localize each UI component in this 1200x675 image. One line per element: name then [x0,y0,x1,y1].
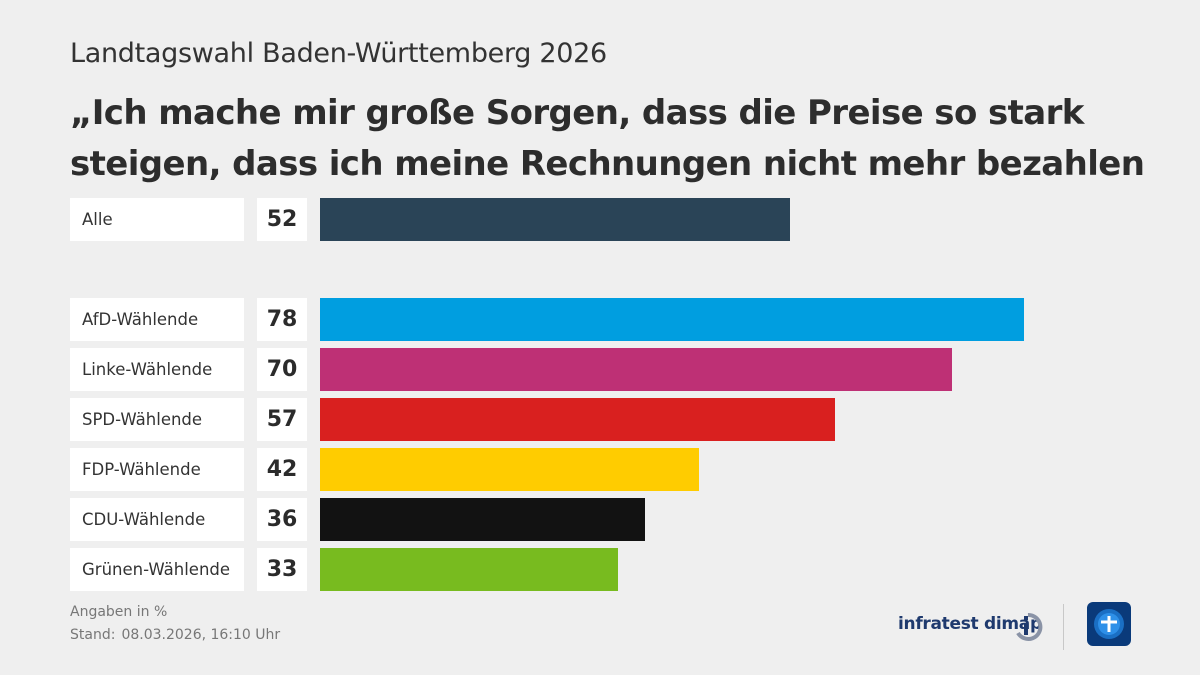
category-label: Alle [70,198,244,241]
tagesschau-logo-icon [1087,602,1131,646]
value-label: 36 [257,498,307,541]
category-label: SPD-Wählende [70,398,244,441]
bar [320,348,953,391]
bar [320,548,618,591]
category-label: CDU-Wählende [70,498,244,541]
infratest-dimap-logo-icon [1016,612,1043,641]
unit-note: Angaben in % [70,604,168,620]
bar [320,198,790,241]
category-label: FDP-Wählende [70,448,244,491]
value-label: 70 [257,348,307,391]
stand-line: Stand: 08.03.2026, 16:10 Uhr [70,627,286,643]
bar [320,298,1025,341]
value-label: 33 [257,548,307,591]
infratest-dimap-brand: infratest dimap [898,614,1042,634]
value-label: 57 [257,398,307,441]
value-label: 78 [257,298,307,341]
value-label: 52 [257,198,307,241]
bar [320,398,835,441]
bar [320,498,646,541]
category-label: Linke-Wählende [70,348,244,391]
stand-label: Stand: [70,627,116,643]
logo-divider [1063,604,1064,650]
value-label: 42 [257,448,307,491]
chart-subtitle: Landtagswahl Baden-Württemberg 2026 [70,38,607,69]
category-label: AfD-Wählende [70,298,244,341]
bar [320,448,700,491]
stand-value: 08.03.2026, 16:10 Uhr [121,627,281,643]
category-label: Grünen-Wählende [70,548,244,591]
